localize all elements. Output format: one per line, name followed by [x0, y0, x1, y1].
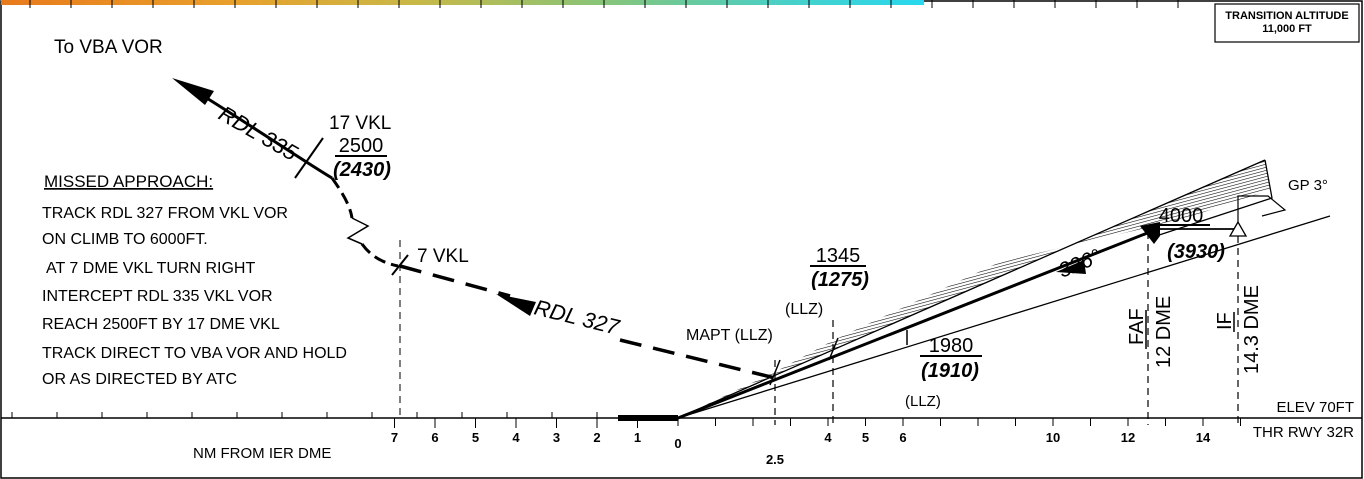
- missed-approach-line: TRACK DIRECT TO VBA VOR AND HOLD: [42, 345, 347, 362]
- missed-approach-line: REACH 2500FT BY 17 DME VKL: [42, 316, 280, 333]
- break-symbol: [346, 217, 370, 245]
- faf-dme: 12 DME: [1153, 296, 1175, 368]
- scale-tick-label: 6: [431, 430, 438, 445]
- protection-surface-hatch: [678, 160, 1270, 418]
- if-label: IF: [1214, 312, 1236, 330]
- inbound-arrowhead: [1056, 260, 1086, 274]
- scale-tick-label: 3: [553, 430, 560, 445]
- scale-tick-label: 2.5: [766, 452, 784, 467]
- mapt-tick: [769, 359, 781, 386]
- missed-approach-line: OR AS DIRECTED BY ATC: [42, 371, 237, 388]
- gp-box: [1237, 195, 1287, 229]
- scale-tick-label: 12: [1121, 430, 1135, 445]
- vkl7-label: 7 VKL: [417, 246, 469, 267]
- scale-tick-label: 0: [674, 436, 681, 451]
- turn-segment-lower: [360, 243, 399, 268]
- vkl17-label: 17 VKL: [329, 113, 391, 134]
- descent-path: [677, 226, 1161, 420]
- transition-altitude-box: [1214, 3, 1360, 43]
- missed-approach-instructions: TRACK RDL 327 FROM VKL VOR ON CLIMB TO 60…: [42, 205, 347, 388]
- missed-approach-line: ON CLIMB TO 6000FT.: [42, 231, 208, 248]
- transition-altitude-value: 11,000 FT: [1262, 23, 1312, 35]
- vkl7-fix-tick: [391, 254, 409, 276]
- missed-approach-line: AT 7 DME VKL TURN RIGHT: [46, 260, 255, 277]
- llz4-altitude: 1345: [816, 245, 861, 267]
- scale-tick-label: 2: [593, 430, 600, 445]
- rdl-335-track: [204, 95, 333, 180]
- vkl17-fix-tick: [294, 137, 324, 179]
- llz6-label: (LLZ): [905, 393, 941, 410]
- mapt-label: MAPT (LLZ): [686, 327, 773, 344]
- vkl17-altitude-qfe: (2430): [333, 159, 391, 181]
- scale-tick-label: 5: [472, 430, 479, 445]
- baseline-ticks: [11, 412, 1241, 428]
- approach-course-label: 326°: [1055, 245, 1104, 283]
- faf-label: FAF: [1126, 308, 1148, 345]
- rdl-327-track-left: [399, 264, 511, 298]
- scale-tick-label: 1: [634, 430, 641, 445]
- glidepath-label: GP 3°: [1288, 177, 1328, 194]
- scale-tick-label: 7: [391, 430, 398, 445]
- llz4-tick: [828, 337, 839, 361]
- rdl-327-arrowhead: [496, 294, 536, 316]
- rdl-327-label: RDL 327: [532, 295, 623, 340]
- destination-label: To VBA VOR: [54, 37, 163, 58]
- upper-surface-line: [677, 159, 1266, 419]
- scale-tick-label: 4: [512, 430, 520, 445]
- missed-approach-line: INTERCEPT RDL 335 VKL VOR: [42, 288, 273, 305]
- missed-approach-title: MISSED APPROACH:: [44, 172, 213, 191]
- threshold-label: THR RWY 32R: [1253, 424, 1354, 441]
- rdl-327-track-right: [619, 338, 776, 380]
- transition-altitude-title: TRANSITION ALTITUDE: [1225, 10, 1348, 22]
- rdl-335-label: RDL 335: [215, 101, 303, 166]
- rdl-335-arrowhead: [172, 78, 214, 105]
- scale-tick-label: 10: [1046, 430, 1060, 445]
- scale-tick-label: 6: [899, 430, 906, 445]
- faf-altitude: 4000: [1159, 205, 1204, 227]
- llz6-altitude-qfe: (1910): [921, 360, 979, 382]
- llz4-label: (LLZ): [785, 301, 823, 318]
- scale-tick-label: 5: [862, 430, 869, 445]
- scale-label: NM FROM IER DME: [193, 445, 331, 462]
- elevation-label: ELEV 70FT: [1276, 399, 1354, 416]
- llz6-altitude: 1980: [929, 335, 974, 357]
- missed-approach-line: TRACK RDL 327 FROM VKL VOR: [42, 205, 288, 222]
- scale-tick-label: 4: [824, 430, 832, 445]
- top-scale-ticks: [29, 0, 1179, 8]
- scale-tick-label: 14: [1196, 430, 1211, 445]
- llz4-altitude-qfe: (1275): [811, 269, 869, 291]
- top-color-bar: [1, 0, 924, 5]
- faf-altitude-qfe: (3930): [1167, 241, 1225, 263]
- if-dme: 14.3 DME: [1241, 285, 1263, 374]
- runway-bar: [618, 415, 678, 421]
- faf-maltese-cross: [1140, 222, 1160, 244]
- vkl17-altitude: 2500: [339, 135, 384, 157]
- if-triangle: [1228, 220, 1248, 237]
- scale-tick-labels: 7 6 5 4 3 2 1 02.54 5 6 10 12 14: [391, 430, 1211, 467]
- glidepath-line: [677, 215, 1331, 419]
- turn-segment-upper: [330, 177, 354, 219]
